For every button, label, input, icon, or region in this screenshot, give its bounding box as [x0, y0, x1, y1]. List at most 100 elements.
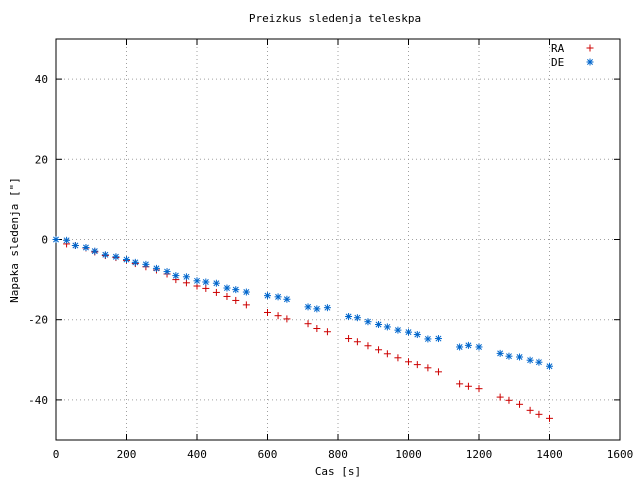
data-point-de — [172, 272, 180, 280]
y-tick-label: 40 — [35, 73, 48, 86]
x-tick-label: 600 — [258, 448, 278, 461]
data-point-ra — [383, 350, 391, 358]
x-tick-label: 800 — [328, 448, 348, 461]
x-tick-label: 1600 — [607, 448, 634, 461]
data-point-de — [526, 356, 534, 364]
data-point-de — [516, 353, 524, 361]
data-point-ra — [375, 346, 383, 354]
data-point-de — [112, 253, 120, 261]
data-point-ra — [424, 364, 432, 372]
data-point-de — [274, 293, 282, 301]
data-point-de — [364, 318, 372, 326]
legend-label-ra: RA — [551, 42, 565, 55]
data-point-de — [264, 292, 271, 300]
legend-marker-de — [586, 58, 594, 66]
data-point-de — [91, 247, 99, 255]
data-point-de — [424, 335, 432, 343]
x-tick-label: 1000 — [395, 448, 422, 461]
data-point-de — [505, 352, 513, 360]
y-tick-label: 20 — [35, 153, 48, 166]
data-point-ra — [274, 312, 282, 320]
data-point-de — [535, 358, 543, 366]
data-point-de — [163, 268, 171, 276]
y-tick-label: 0 — [41, 234, 48, 247]
data-point-de — [182, 273, 190, 281]
data-point-de — [383, 323, 391, 331]
data-point-de — [63, 236, 71, 244]
data-point-ra — [264, 308, 271, 316]
x-tick-label: 400 — [187, 448, 207, 461]
data-point-ra — [232, 296, 240, 304]
data-point-de — [313, 305, 321, 313]
data-point-ra — [223, 292, 231, 300]
data-point-de — [152, 264, 160, 272]
y-tick-label: -40 — [28, 394, 48, 407]
data-point-de — [394, 326, 402, 334]
data-point-de — [434, 335, 442, 343]
data-point-ra — [353, 338, 361, 346]
data-point-ra — [535, 410, 543, 418]
data-point-de — [375, 321, 383, 329]
data-point-de — [456, 343, 464, 351]
series-ra — [52, 236, 553, 422]
data-point-de — [101, 251, 109, 259]
data-point-ra — [323, 328, 331, 336]
data-point-ra — [313, 325, 321, 333]
data-point-ra — [202, 284, 210, 292]
data-point-de — [496, 349, 504, 357]
data-point-de — [193, 277, 201, 285]
data-point-de — [212, 279, 220, 287]
data-point-ra — [505, 396, 513, 404]
data-point-ra — [546, 414, 553, 422]
data-point-de — [142, 260, 150, 268]
data-point-de — [345, 312, 353, 320]
x-axis-label: Cas [s] — [315, 465, 361, 478]
data-point-de — [202, 278, 210, 286]
data-point-de — [283, 295, 291, 303]
x-tick-label: 1200 — [466, 448, 493, 461]
data-point-de — [242, 288, 250, 296]
grid-layer — [56, 39, 620, 440]
data-point-de — [82, 244, 90, 252]
data-point-ra — [364, 342, 372, 350]
data-point-de — [123, 256, 130, 264]
data-point-ra — [283, 315, 291, 323]
data-point-ra — [242, 301, 250, 309]
data-point-de — [232, 286, 240, 294]
data-point-de — [304, 303, 312, 311]
data-point-ra — [345, 335, 353, 343]
data-point-ra — [475, 385, 483, 393]
data-point-ra — [394, 354, 402, 362]
data-point-ra — [405, 358, 412, 366]
data-point-ra — [182, 279, 190, 287]
data-point-ra — [496, 393, 504, 401]
series-de — [52, 236, 553, 370]
data-point-ra — [516, 400, 524, 408]
data-point-ra — [434, 368, 442, 376]
data-point-ra — [212, 288, 220, 296]
data-point-de — [52, 236, 60, 243]
data-point-de — [71, 242, 79, 250]
y-axis-label: Napaka sledenja ["] — [8, 177, 21, 303]
data-point-de — [223, 284, 231, 292]
legend-label-de: DE — [551, 56, 564, 69]
x-tick-label: 1400 — [536, 448, 563, 461]
x-tick-label: 0 — [53, 448, 60, 461]
data-point-de — [413, 331, 421, 339]
tick-layer: 0 200 400 600 800 1000 1200 1400 1600 -40 -20 0 20 40 — [28, 39, 633, 461]
y-tick-label: -20 — [28, 314, 48, 327]
data-point-de — [475, 343, 483, 351]
data-point-ra — [526, 406, 534, 414]
data-point-de — [464, 341, 472, 349]
data-point-de — [323, 304, 331, 312]
chart-title: Preizkus sledenja teleskpa — [249, 12, 421, 25]
data-point-ra — [464, 382, 472, 390]
data-point-ra — [456, 380, 464, 388]
data-point-de — [546, 362, 553, 370]
legend-marker-ra — [586, 44, 594, 52]
data-point-de — [405, 328, 412, 336]
x-tick-label: 200 — [117, 448, 137, 461]
data-point-ra — [413, 361, 421, 369]
